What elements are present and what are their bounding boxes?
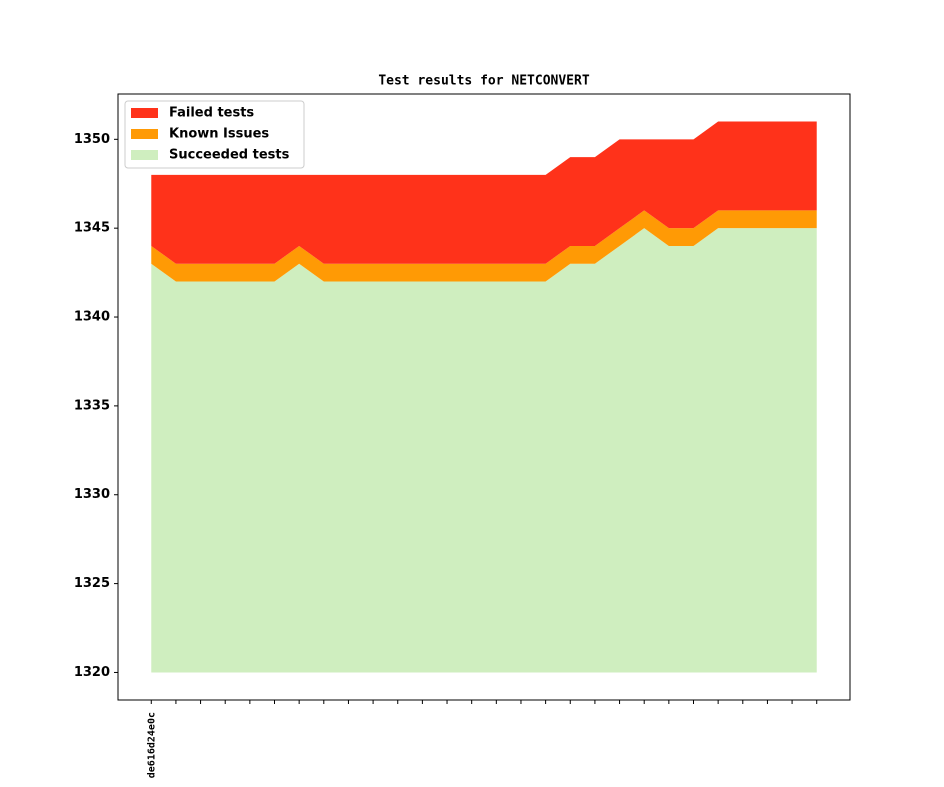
x-tick-label: de616d24e0c [146, 712, 157, 778]
y-tick-label: 1325 [74, 576, 110, 591]
plot-frame [117, 93, 851, 701]
y-tick-label: 1340 [74, 310, 110, 325]
legend: Failed tests Known Issues Succeeded tests [124, 100, 305, 169]
y-tick-label: 1345 [74, 221, 110, 236]
y-tick-label: 1320 [74, 665, 110, 680]
legend-swatch [131, 108, 158, 118]
y-tick-label: 1330 [74, 487, 110, 502]
legend-label: Known Issues [169, 127, 269, 142]
legend-swatch [131, 150, 158, 160]
area [151, 121, 817, 264]
legend-label: Failed tests [169, 106, 254, 121]
chart-title: Test results for NETCONVERT [378, 74, 589, 89]
legend-label: Succeeded tests [169, 148, 290, 163]
y-tick-label: 1335 [74, 398, 110, 413]
area [151, 228, 817, 673]
area [151, 210, 817, 282]
y-tick-label: 1350 [74, 132, 110, 147]
legend-frame [124, 100, 305, 169]
legend-swatch [131, 129, 158, 139]
